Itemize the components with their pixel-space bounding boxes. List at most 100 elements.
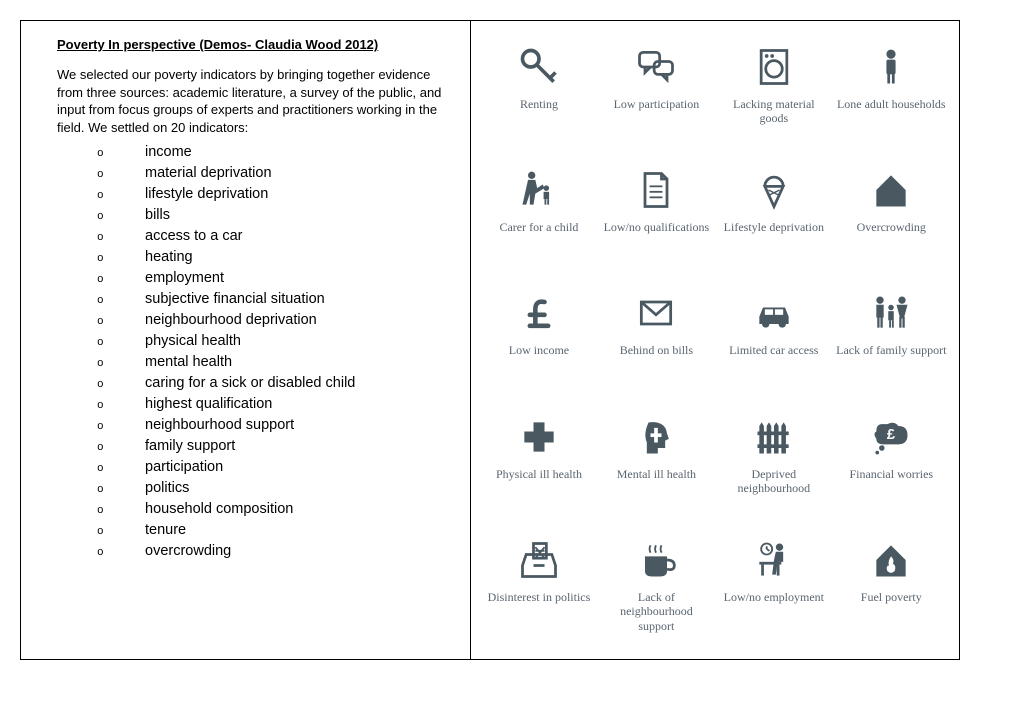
indicator-text: material deprivation [145, 163, 272, 184]
bullet: o [97, 357, 145, 373]
icon-cell: Low participation [601, 41, 712, 146]
svg-text:£: £ [887, 426, 895, 442]
ballot-box-icon [517, 534, 561, 586]
icon-label: Lifestyle deprivation [724, 220, 824, 234]
indicator-text: income [145, 142, 192, 163]
icon-cell: Low/no employment [718, 534, 829, 639]
icon-label: Limited car access [729, 343, 818, 357]
bullet: o [97, 462, 145, 478]
icon-cell: Fuel poverty [836, 534, 947, 639]
icon-cell: Lifestyle deprivation [718, 164, 829, 269]
indicator-text: mental health [145, 352, 232, 373]
bullet: o [97, 147, 145, 163]
icon-label: Low/no employment [724, 590, 824, 604]
icon-label: Renting [520, 97, 558, 111]
indicator-text: neighbourhood deprivation [145, 310, 317, 331]
indicator-item: ophysical health [97, 331, 446, 352]
desk-person-icon [752, 534, 796, 586]
bullet: o [97, 168, 145, 184]
indicator-text: subjective financial situation [145, 289, 325, 310]
key-icon [517, 41, 561, 93]
page-frame: Poverty In perspective (Demos- Claudia W… [20, 20, 960, 660]
icon-cell: Low income [483, 287, 594, 392]
carer-child-icon [517, 164, 561, 216]
bullet: o [97, 315, 145, 331]
icon-cell: Lack of neighbourhood support [601, 534, 712, 639]
right-column: Renting Low participation Lacking material… [471, 21, 959, 659]
icon-label: Lack of neighbourhood support [601, 590, 712, 633]
bullet: o [97, 231, 145, 247]
indicator-text: tenure [145, 520, 186, 541]
bullet: o [97, 294, 145, 310]
ice-cream-icon [752, 164, 796, 216]
indicator-text: neighbourhood support [145, 415, 294, 436]
indicator-item: opolitics [97, 478, 446, 499]
icon-cell: Mental ill health [601, 411, 712, 516]
bullet: o [97, 483, 145, 499]
indicator-item: oovercrowding [97, 541, 446, 562]
document-title: Poverty In perspective (Demos- Claudia W… [57, 37, 446, 52]
indicator-text: bills [145, 205, 170, 226]
pound-icon [517, 287, 561, 339]
bullet: o [97, 336, 145, 352]
indicator-item: olifestyle deprivation [97, 184, 446, 205]
document-icon [634, 164, 678, 216]
bullet: o [97, 378, 145, 394]
bullet: o [97, 252, 145, 268]
icon-cell: Carer for a child [483, 164, 594, 269]
indicator-item: ofamily support [97, 436, 446, 457]
icon-cell: Renting [483, 41, 594, 146]
indicator-text: heating [145, 247, 193, 268]
indicator-item: oaccess to a car [97, 226, 446, 247]
indicator-item: oheating [97, 247, 446, 268]
car-icon [752, 287, 796, 339]
bullet: o [97, 399, 145, 415]
icon-label: Behind on bills [620, 343, 693, 357]
indicator-item: omaterial deprivation [97, 163, 446, 184]
icon-label: Lacking material goods [718, 97, 829, 126]
icon-cell: Lacking material goods [718, 41, 829, 146]
icon-label: Mental ill health [617, 467, 696, 481]
icon-cell: Disinterest in politics [483, 534, 594, 639]
bullet: o [97, 210, 145, 226]
indicator-text: highest qualification [145, 394, 272, 415]
indicator-item: ohousehold composition [97, 499, 446, 520]
indicator-item: oemployment [97, 268, 446, 289]
bullet: o [97, 441, 145, 457]
speech-bubbles-icon [634, 41, 678, 93]
indicator-item: otenure [97, 520, 446, 541]
icon-cell: Lack of family support [836, 287, 947, 392]
icon-cell: Behind on bills [601, 287, 712, 392]
indicator-item: oneighbourhood support [97, 415, 446, 436]
icon-label: Overcrowding [857, 220, 926, 234]
icon-cell: £ Financial worries [836, 411, 947, 516]
cup-icon [634, 534, 678, 586]
icon-cell: Physical ill health [483, 411, 594, 516]
icon-cell: Deprived neighbourhood [718, 411, 829, 516]
icon-label: Lone adult households [837, 97, 946, 111]
family-icon [869, 287, 913, 339]
fuel-house-icon [869, 534, 913, 586]
icon-label: Disinterest in politics [488, 590, 591, 604]
bullet: o [97, 504, 145, 520]
indicator-item: obills [97, 205, 446, 226]
bullet: o [97, 525, 145, 541]
bullet: o [97, 273, 145, 289]
icon-label: Financial worries [849, 467, 933, 481]
indicator-text: politics [145, 478, 189, 499]
icon-cell: Overcrowding [836, 164, 947, 269]
indicator-text: household composition [145, 499, 293, 520]
indicator-text: caring for a sick or disabled child [145, 373, 355, 394]
lone-adult-icon [869, 41, 913, 93]
medical-cross-icon [517, 411, 561, 463]
icon-cell: Limited car access [718, 287, 829, 392]
icon-cell: Low/no qualifications [601, 164, 712, 269]
icon-label: Carer for a child [499, 220, 578, 234]
icon-label: Low income [509, 343, 569, 357]
indicator-text: employment [145, 268, 224, 289]
indicator-text: lifestyle deprivation [145, 184, 268, 205]
indicator-item: osubjective financial situation [97, 289, 446, 310]
icon-label: Low participation [614, 97, 700, 111]
fence-icon [752, 411, 796, 463]
icon-cell: Lone adult households [836, 41, 947, 146]
